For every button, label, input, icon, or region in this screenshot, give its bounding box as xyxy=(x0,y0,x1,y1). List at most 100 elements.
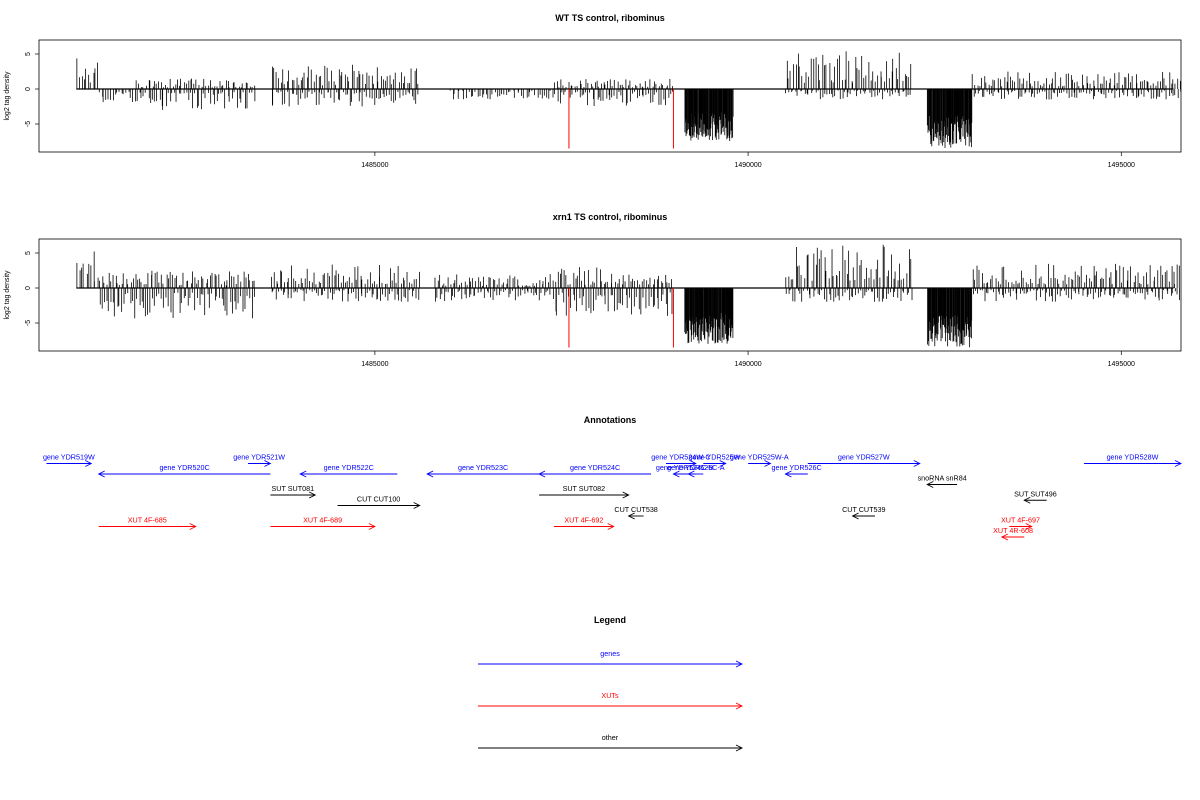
feature-arrow xyxy=(627,512,644,520)
feature-label: gene YDR524C xyxy=(570,463,620,472)
annotation-feature: gene YDR521W xyxy=(233,453,285,467)
legend-entry-label: other xyxy=(602,733,619,742)
feature-label: SUT SUT082 xyxy=(563,484,606,493)
annotation-feature: SUT SUT496 xyxy=(1014,489,1057,504)
feature-arrow xyxy=(98,523,197,530)
feature-label: gene YDR526C xyxy=(771,463,821,472)
feature-arrow xyxy=(1000,533,1025,541)
feature-arrow xyxy=(97,470,271,478)
track-panel-2: xrn1 TS control, ribominus -5 0 5 log2 tag d… xyxy=(4,212,1182,368)
annotation-feature: XUT 4F-689 xyxy=(270,516,376,530)
annotation-feature: gene YDR526C xyxy=(771,463,822,478)
feature-label: CUT CUT100 xyxy=(357,495,400,504)
feature-label: CUT CUT538 xyxy=(614,505,657,514)
y-tick-label: 5 xyxy=(25,52,32,56)
feature-arrow xyxy=(554,523,615,530)
x-tick-label: 1490000 xyxy=(734,361,761,368)
density-bars xyxy=(76,51,1182,148)
legend-entry-label: genes xyxy=(600,649,620,658)
feature-arrow xyxy=(539,491,630,499)
annotation-feature: gene YDR522C xyxy=(299,463,398,478)
density-bars xyxy=(76,244,1180,348)
feature-label: gene YDR524W-C xyxy=(651,453,710,462)
plot-frame xyxy=(38,39,1182,153)
x-tick-label: 1495000 xyxy=(1108,162,1135,169)
legend-entry: XUTs xyxy=(478,691,744,710)
feature-arrow xyxy=(337,502,421,509)
y-axis-label: log2 tag density xyxy=(4,270,11,320)
feature-label: SUT SUT081 xyxy=(271,484,314,493)
annotation-feature: gene YDR519W xyxy=(43,453,95,467)
legend-entry: genes xyxy=(478,649,744,668)
annotation-feature: SUT SUT082 xyxy=(539,484,630,499)
annotation-feature: CUT CUT538 xyxy=(614,505,658,520)
feature-arrow xyxy=(270,523,376,530)
annotation-feature: gene YDR524C xyxy=(538,463,652,478)
y-tick-label: 0 xyxy=(25,286,32,290)
feature-label: CUT CUT539 xyxy=(842,505,885,514)
feature-label: gene YDR524C-B xyxy=(656,463,714,472)
feature-arrow xyxy=(1083,460,1183,467)
feature-arrow xyxy=(46,460,93,467)
annotations-panel: Annotations gene YDR519W gene YDR520C gene … xyxy=(43,415,1183,541)
annotation-feature: XUT 4F-685 xyxy=(98,516,197,530)
annotation-feature: gene YDR525W xyxy=(689,453,741,467)
feature-arrow xyxy=(665,460,697,467)
legend-entry-arrow xyxy=(478,744,744,752)
y-tick-label: 5 xyxy=(25,251,32,255)
feature-label: gene YDR522C xyxy=(324,463,374,472)
annotation-feature: gene YDR520C xyxy=(97,463,271,478)
track-panel-1: WT TS control, ribominus -5 0 5 log2 tag den… xyxy=(4,13,1182,169)
feature-arrow xyxy=(247,460,272,467)
legend-entry-arrow xyxy=(478,702,744,710)
annotation-feature: gene YDR527W xyxy=(807,453,921,467)
plot-frame xyxy=(38,238,1182,352)
feature-arrow xyxy=(926,481,958,488)
legend-entry-label: XUTs xyxy=(601,691,619,700)
feature-label: XUT 4F-697 xyxy=(1001,516,1040,525)
legend-panel: Legend genes XUTs other xyxy=(478,615,744,752)
annotation-feature: gene YDR525C-A xyxy=(667,463,725,478)
annotation-feature: gene YDR525W-A xyxy=(730,453,789,467)
feature-label: gene YDR521W xyxy=(233,453,285,462)
feature-arrow xyxy=(687,470,704,478)
x-tick-label: 1490000 xyxy=(734,162,761,169)
y-tick-label: -5 xyxy=(25,320,32,326)
feature-arrow xyxy=(784,470,808,478)
feature-arrow xyxy=(1009,523,1033,530)
feature-label: XUT 4F-692 xyxy=(564,516,603,525)
feature-arrow xyxy=(1023,496,1047,504)
x-tick-label: 1485000 xyxy=(361,162,388,169)
annotation-feature: gene YDR523C xyxy=(426,463,540,478)
feature-label: XUT 4R-608 xyxy=(993,526,1033,535)
panel-title: xrn1 TS control, ribominus xyxy=(553,212,668,222)
feature-label: gene YDR525W-A xyxy=(730,453,789,462)
feature-arrow xyxy=(299,470,398,478)
x-tick-label: 1485000 xyxy=(361,361,388,368)
feature-arrow xyxy=(426,470,540,478)
feature-label: XUT 4F-685 xyxy=(128,516,167,525)
feature-label: gene YDR520C xyxy=(159,463,209,472)
annotation-feature: gene YDR528W xyxy=(1083,453,1183,467)
annotation-feature: gene YDR524W-C xyxy=(651,453,711,467)
legend-entry-arrow xyxy=(478,660,744,668)
feature-arrow xyxy=(851,512,875,520)
track-panels: WT TS control, ribominus -5 0 5 log2 tag den… xyxy=(4,13,1182,368)
x-tick-label: 1495000 xyxy=(1108,361,1135,368)
feature-arrow xyxy=(270,491,317,499)
feature-label: gene YDR523C xyxy=(458,463,508,472)
feature-label: gene YDR525W xyxy=(689,453,741,462)
feature-arrow xyxy=(807,460,921,467)
feature-arrow xyxy=(538,470,652,478)
annotation-feature: XUT 4F-697 xyxy=(1001,516,1040,530)
feature-label: gene YDR525C-A xyxy=(667,463,725,472)
feature-label: SUT SUT496 xyxy=(1014,489,1057,498)
feature-label: XUT 4F-689 xyxy=(303,516,342,525)
annotation-feature: CUT CUT100 xyxy=(337,495,421,509)
feature-label: gene YDR528W xyxy=(1107,453,1159,462)
annotation-feature: XUT 4F-692 xyxy=(554,516,615,530)
panel-title: WT TS control, ribominus xyxy=(555,13,665,23)
annotations-title: Annotations xyxy=(584,415,637,425)
feature-label: gene YDR527W xyxy=(838,453,890,462)
